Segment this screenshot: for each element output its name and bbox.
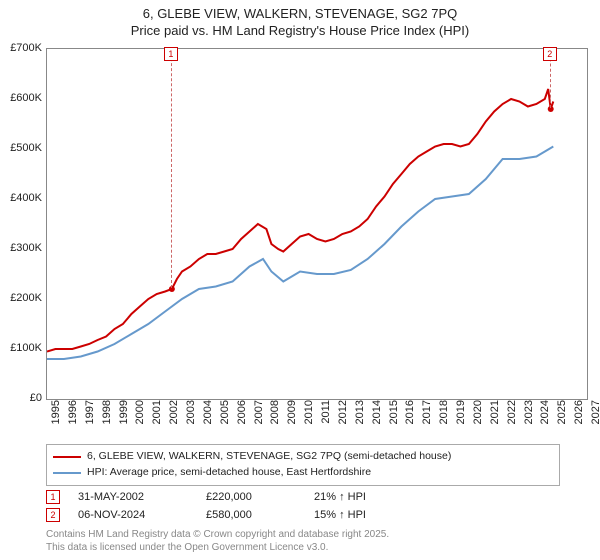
xtick-label: 2024 [539, 400, 551, 424]
ytick-label: £700K [10, 42, 42, 54]
ytick-label: £200K [10, 292, 42, 304]
xtick-label: 2018 [438, 400, 450, 424]
marker-dot-1 [169, 286, 175, 292]
event-marker-1: 1 [46, 490, 60, 504]
xtick-label: 2025 [556, 400, 568, 424]
marker-dot-2 [548, 106, 554, 112]
xtick-label: 2003 [185, 400, 197, 424]
xtick-label: 2011 [320, 400, 332, 424]
ytick-label: £600K [10, 92, 42, 104]
ytick-label: £400K [10, 192, 42, 204]
legend-item-price: 6, GLEBE VIEW, WALKERN, STEVENAGE, SG2 7… [53, 449, 553, 465]
ytick-label: £500K [10, 142, 42, 154]
xtick-label: 2013 [354, 400, 366, 424]
xtick-label: 2005 [219, 400, 231, 424]
xtick-label: 1999 [118, 400, 130, 424]
xtick-label: 2010 [303, 400, 315, 424]
chart-plot-area [46, 48, 588, 400]
xtick-label: 2022 [506, 400, 518, 424]
event-row-1: 1 31-MAY-2002 £220,000 21% ↑ HPI [46, 488, 366, 506]
xtick-label: 2002 [168, 400, 180, 424]
xtick-label: 2017 [421, 400, 433, 424]
events-table: 1 31-MAY-2002 £220,000 21% ↑ HPI 2 06-NO… [46, 488, 366, 524]
event-row-2: 2 06-NOV-2024 £580,000 15% ↑ HPI [46, 506, 366, 524]
event-price-2: £580,000 [206, 509, 296, 521]
chart-container: 6, GLEBE VIEW, WALKERN, STEVENAGE, SG2 7… [0, 0, 600, 560]
legend-swatch-hpi [53, 472, 81, 474]
title-address: 6, GLEBE VIEW, WALKERN, STEVENAGE, SG2 7… [0, 6, 600, 23]
legend: 6, GLEBE VIEW, WALKERN, STEVENAGE, SG2 7… [46, 444, 560, 486]
ytick-label: £0 [30, 392, 42, 404]
xtick-label: 2001 [151, 400, 163, 424]
event-delta-1: 21% ↑ HPI [314, 491, 366, 503]
xtick-label: 2020 [472, 400, 484, 424]
xtick-label: 2007 [253, 400, 265, 424]
xtick-label: 2008 [269, 400, 281, 424]
xtick-label: 2027 [590, 400, 600, 424]
series-hpi [47, 147, 553, 360]
legend-label-hpi: HPI: Average price, semi-detached house,… [87, 465, 371, 481]
xtick-label: 1995 [50, 400, 62, 424]
xtick-label: 2014 [371, 400, 383, 424]
chart-svg [47, 49, 587, 399]
xtick-label: 2021 [489, 400, 501, 424]
xtick-label: 2006 [236, 400, 248, 424]
event-date-2: 06-NOV-2024 [78, 509, 188, 521]
xtick-label: 2009 [286, 400, 298, 424]
event-delta-2: 15% ↑ HPI [314, 509, 366, 521]
xtick-label: 2012 [337, 400, 349, 424]
footer-line2: This data is licensed under the Open Gov… [46, 541, 389, 554]
xtick-label: 2023 [523, 400, 535, 424]
event-date-1: 31-MAY-2002 [78, 491, 188, 503]
xtick-label: 2019 [455, 400, 467, 424]
title-block: 6, GLEBE VIEW, WALKERN, STEVENAGE, SG2 7… [0, 0, 600, 40]
marker-box-2: 2 [543, 47, 557, 61]
xtick-label: 1998 [101, 400, 113, 424]
legend-item-hpi: HPI: Average price, semi-detached house,… [53, 465, 553, 481]
series-price-paid [47, 89, 553, 352]
xtick-label: 2026 [573, 400, 585, 424]
xtick-label: 2004 [202, 400, 214, 424]
legend-label-price: 6, GLEBE VIEW, WALKERN, STEVENAGE, SG2 7… [87, 449, 451, 465]
xtick-label: 2016 [404, 400, 416, 424]
event-marker-2: 2 [46, 508, 60, 522]
xtick-label: 1996 [67, 400, 79, 424]
event-price-1: £220,000 [206, 491, 296, 503]
xtick-label: 2000 [134, 400, 146, 424]
ytick-label: £300K [10, 242, 42, 254]
title-subtitle: Price paid vs. HM Land Registry's House … [0, 23, 600, 40]
marker-box-1: 1 [164, 47, 178, 61]
footer-line1: Contains HM Land Registry data © Crown c… [46, 528, 389, 541]
footer: Contains HM Land Registry data © Crown c… [46, 528, 389, 554]
xtick-label: 2015 [388, 400, 400, 424]
marker-dashed-line [171, 48, 172, 288]
xtick-label: 1997 [84, 400, 96, 424]
ytick-label: £100K [10, 342, 42, 354]
legend-swatch-price [53, 456, 81, 458]
